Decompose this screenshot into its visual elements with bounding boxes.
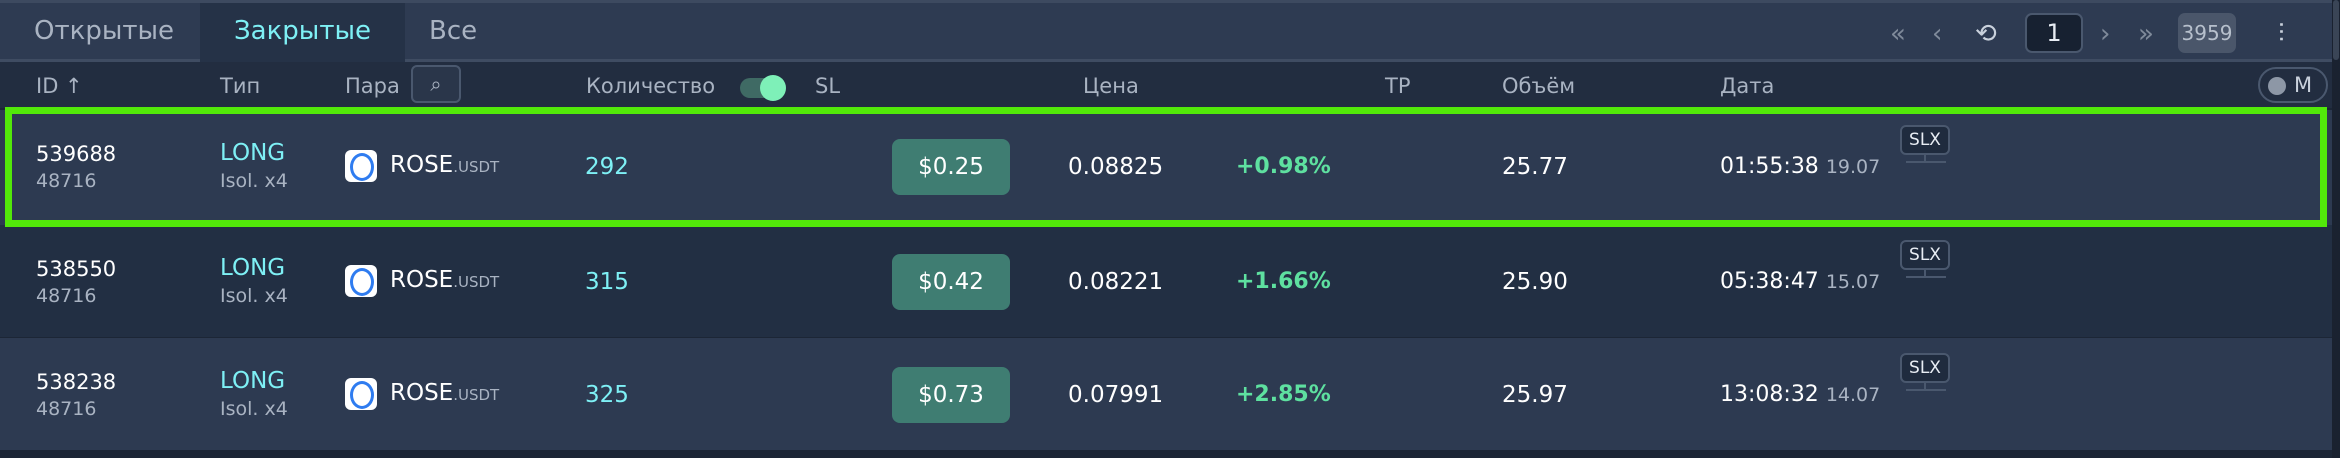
scrollbar[interactable] — [2332, 0, 2340, 458]
col-type: Тип — [220, 74, 261, 98]
pnl-percent: +0.98% — [1236, 154, 1331, 179]
pair-quote: .USDT — [453, 273, 500, 291]
rose-coin-icon — [345, 378, 377, 410]
slx-badge[interactable]: SLX — [1900, 240, 1950, 270]
account-id: 48716 — [36, 398, 97, 420]
rose-coin-icon — [345, 265, 377, 297]
pair: ROSE.USDT — [390, 267, 499, 293]
trade-type: LONG — [220, 368, 286, 394]
search-icon[interactable]: ⌕ — [411, 65, 461, 103]
trade-type: LONG — [220, 255, 286, 281]
sl-button[interactable]: $0.42 — [892, 254, 1010, 310]
badge-stand — [1924, 155, 1926, 161]
toggle-knob — [2268, 77, 2286, 95]
total-pages: 3959 — [2178, 13, 2236, 53]
time: 05:38:47 — [1720, 269, 1819, 294]
price: 0.08825 — [1068, 154, 1164, 180]
day: 19.07 — [1825, 156, 1881, 178]
sl-button[interactable]: $0.25 — [892, 139, 1010, 195]
account-id: 48716 — [36, 170, 97, 192]
price: 0.07991 — [1068, 382, 1164, 408]
margin-mode: Isol. x4 — [220, 285, 288, 307]
date: 13:08:32 14.07 — [1720, 382, 1880, 407]
tab-bar: Открытые Закрытые Все « ‹ ⟲ 1 › » 3959 ⫶ — [0, 0, 2332, 65]
pair-base: ROSE — [390, 152, 454, 178]
date: 01:55:38 19.07 — [1720, 154, 1880, 179]
col-price: Цена — [1083, 74, 1139, 98]
margin-mode: Isol. x4 — [220, 398, 288, 420]
badge-base — [1906, 276, 1946, 278]
pnl-percent: +1.66% — [1236, 269, 1331, 294]
price: 0.08221 — [1068, 269, 1164, 295]
trade-type: LONG — [220, 140, 286, 166]
badge-stand — [1924, 383, 1926, 389]
table-row[interactable]: 539688 48716 LONG Isol. x4 ROSE.USDT 292… — [0, 110, 2332, 225]
trade-id: 538550 — [36, 257, 117, 281]
slx-badge[interactable]: SLX — [1900, 125, 1950, 155]
pnl-percent: +2.85% — [1236, 382, 1331, 407]
table-row[interactable]: 538238 48716 LONG Isol. x4 ROSE.USDT 325… — [0, 338, 2332, 450]
margin-mode: Isol. x4 — [220, 170, 288, 192]
volume: 25.77 — [1502, 154, 1568, 180]
account-id: 48716 — [36, 285, 97, 307]
page-input[interactable]: 1 — [2025, 13, 2083, 53]
m-label: M — [2294, 73, 2313, 97]
pair: ROSE.USDT — [390, 380, 499, 406]
table-row[interactable]: 538550 48716 LONG Isol. x4 ROSE.USDT 315… — [0, 225, 2332, 337]
pair: ROSE.USDT — [390, 152, 499, 178]
badge-stand — [1924, 270, 1926, 276]
rose-coin-icon — [345, 150, 377, 182]
first-page-icon[interactable]: « — [1890, 19, 1906, 49]
trade-id: 539688 — [36, 142, 117, 166]
col-date: Дата — [1720, 74, 1775, 98]
col-volume: Объём — [1502, 74, 1576, 98]
quantity: 292 — [585, 154, 629, 180]
m-toggle[interactable]: M — [2258, 67, 2328, 103]
toggle-knob — [760, 75, 786, 101]
date: 05:38:47 15.07 — [1720, 269, 1880, 294]
time: 01:55:38 — [1720, 154, 1819, 179]
tab-all[interactable]: Все — [429, 16, 478, 46]
time: 13:08:32 — [1720, 382, 1819, 407]
last-page-icon[interactable]: » — [2138, 19, 2154, 49]
badge-base — [1906, 161, 1946, 163]
sl-button[interactable]: $0.73 — [892, 367, 1010, 423]
next-page-icon[interactable]: › — [2100, 19, 2111, 49]
col-qty: Количество — [586, 74, 716, 98]
pair-base: ROSE — [390, 267, 454, 293]
trade-id: 538238 — [36, 370, 117, 394]
badge-base — [1906, 389, 1946, 391]
volume: 25.90 — [1502, 269, 1568, 295]
day: 15.07 — [1825, 271, 1881, 293]
pair-base: ROSE — [390, 380, 454, 406]
tab-open[interactable]: Открытые — [34, 16, 175, 46]
refresh-icon[interactable]: ⟲ — [1975, 19, 1997, 49]
prev-page-icon[interactable]: ‹ — [1932, 19, 1943, 49]
col-sl: SL — [815, 74, 841, 98]
qty-toggle[interactable] — [740, 75, 786, 101]
pair-quote: .USDT — [453, 158, 500, 176]
col-pair: Пара — [345, 74, 400, 98]
sliders-icon[interactable]: ⫶ — [2278, 19, 2285, 49]
volume: 25.97 — [1502, 382, 1568, 408]
scrollbar-thumb[interactable] — [2333, 0, 2339, 60]
quantity: 325 — [585, 382, 629, 408]
table-header: ID ↑ Тип Пара ⌕ Количество SL Цена TP Об… — [0, 62, 2332, 108]
col-tp: TP — [1385, 74, 1411, 98]
slx-badge[interactable]: SLX — [1900, 353, 1950, 383]
col-id[interactable]: ID ↑ — [36, 74, 83, 98]
pair-quote: .USDT — [453, 386, 500, 404]
quantity: 315 — [585, 269, 629, 295]
tab-closed[interactable]: Закрытые — [200, 3, 406, 65]
day: 14.07 — [1825, 384, 1881, 406]
